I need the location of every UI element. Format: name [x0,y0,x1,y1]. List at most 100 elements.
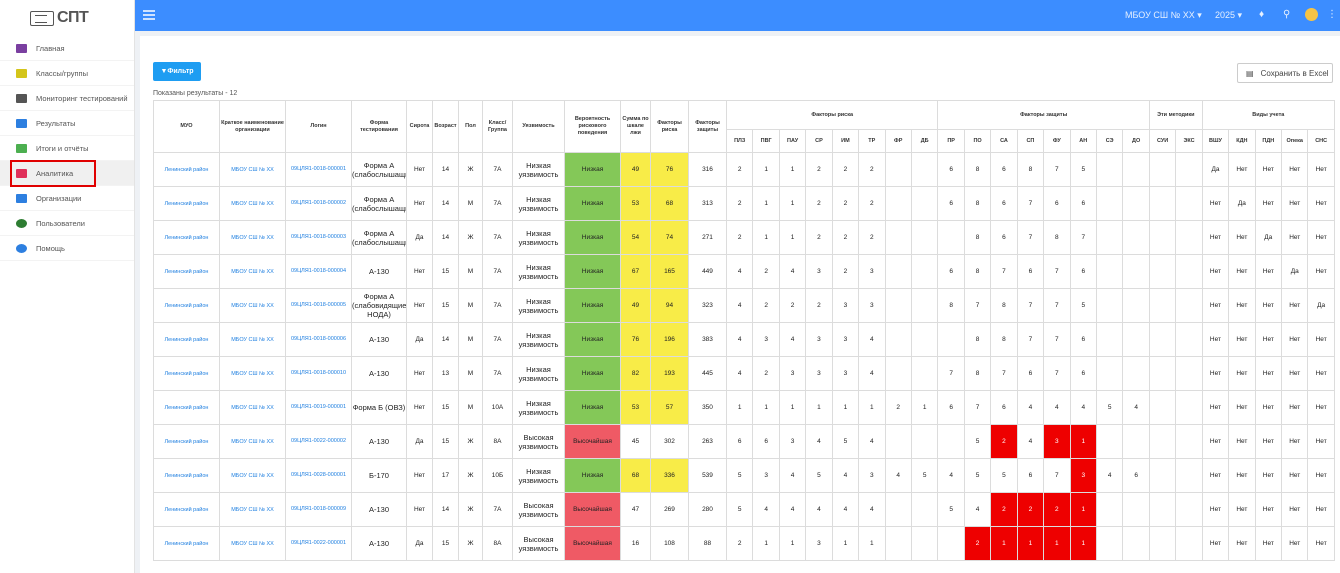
cell-muo[interactable]: Ленинский район [153,288,220,323]
header-orphan[interactable]: Сирота [406,100,433,153]
cell-login[interactable]: 09ЦЛЯ1-0018-000010 [285,356,352,391]
sidebar-item-graduation-cap[interactable]: Классы/группы [0,61,134,86]
cell-muo[interactable]: Ленинский район [153,186,220,221]
table-row[interactable]: Ленинский район МБОУ СШ № XX 09ЦЛЯ1-0018-0… [153,356,1335,391]
header-protection-col[interactable]: СП [1016,129,1045,153]
header-risk-factors-total[interactable]: Факторы риска [650,100,689,153]
cell-login[interactable]: 09ЦЛЯ1-0018-000004 [285,254,352,289]
cell-login[interactable]: 09ЦЛЯ1-0028-000001 [285,458,352,493]
cell-org[interactable]: МБОУ СШ № XX [219,220,286,255]
cell-muo[interactable]: Ленинский район [153,390,220,425]
header-registration-col[interactable]: ПДН [1254,129,1283,153]
sidebar-item-home[interactable]: Главная [0,36,134,61]
sidebar-item-user[interactable]: Пользователи [0,211,134,236]
cell-org[interactable]: МБОУ СШ № XX [219,152,286,187]
menu-icon[interactable] [143,10,155,20]
header-lie-sum[interactable]: Сумма по шкале лжи [620,100,651,153]
cell-muo[interactable]: Ленинский район [153,322,220,357]
header-class[interactable]: Класс/ Группа [482,100,513,153]
header-protection-col[interactable]: СЭ [1095,129,1124,153]
cell-login[interactable]: 09ЦЛЯ1-0022-000001 [285,526,352,561]
header-group-protection[interactable]: Факторы защиты [937,100,1150,130]
cell-org[interactable]: МБОУ СШ № XX [219,492,286,527]
sidebar-item-document[interactable]: Результаты [0,111,134,136]
save-excel-button[interactable]: ▤ Сохранить в Excel [1237,63,1333,83]
header-sex[interactable]: Пол [458,100,483,153]
cell-muo[interactable]: Ленинский район [153,356,220,391]
header-protection-col[interactable]: АН [1069,129,1097,153]
table-row[interactable]: Ленинский район МБОУ СШ № XX 09ЦЛЯ1-0018-0… [153,254,1335,289]
cell-login[interactable]: 09ЦЛЯ1-0018-000006 [285,322,352,357]
results-table-container[interactable]: МУО Краткое наименование организации Логин… [153,100,1340,561]
table-row[interactable]: Ленинский район МБОУ СШ № XX 09ЦЛЯ1-0022-0… [153,424,1335,459]
sidebar-item-help[interactable]: Помощь [0,236,134,261]
header-age[interactable]: Возраст [432,100,459,153]
header-risk-col[interactable]: ПЛЗ [725,129,754,153]
school-selector[interactable]: МБОУ СШ № XX ▾ [1125,10,1202,21]
cell-login[interactable]: 09ЦЛЯ1-0018-000001 [285,152,352,187]
header-muo[interactable]: МУО [153,100,220,153]
header-protection-col[interactable]: ПР [937,129,965,153]
filter-button[interactable]: ▼ Фильтр [153,62,201,81]
cell-org[interactable]: МБОУ СШ № XX [219,288,286,323]
cell-muo[interactable]: Ленинский район [153,254,220,289]
cell-org[interactable]: МБОУ СШ № XX [219,254,286,289]
cell-muo[interactable]: Ленинский район [153,492,220,527]
sidebar-item-report[interactable]: Итоги и отчёты [0,136,134,161]
header-registration-col[interactable]: СНС [1307,129,1335,153]
table-row[interactable]: Ленинский район МБОУ СШ № XX 09ЦЛЯ1-0018-0… [153,322,1335,357]
table-row[interactable]: Ленинский район МБОУ СШ № XX 09ЦЛЯ1-0028-0… [153,458,1335,493]
cell-org[interactable]: МБОУ СШ № XX [219,356,286,391]
cell-login[interactable]: 09ЦЛЯ1-0022-000002 [285,424,352,459]
header-login[interactable]: Логин [285,100,352,153]
avatar[interactable] [1305,8,1318,21]
header-protection-factors-total[interactable]: Факторы защиты [688,100,727,153]
header-group-registration[interactable]: Виды учета [1201,100,1335,130]
header-risk-col[interactable]: ФР [884,129,912,153]
cell-org[interactable]: МБОУ СШ № XX [219,424,286,459]
table-row[interactable]: Ленинский район МБОУ СШ № XX 09ЦЛЯ1-0018-0… [153,220,1335,255]
table-row[interactable]: Ленинский район МБОУ СШ № XX 09ЦЛЯ1-0022-0… [153,526,1335,561]
header-risk-col[interactable]: СР [805,129,833,153]
header-org[interactable]: Краткое наименование организации [219,100,286,153]
header-group-methods[interactable]: Эти методики [1148,100,1203,130]
cell-login[interactable]: 09ЦЛЯ1-0018-000003 [285,220,352,255]
table-row[interactable]: Ленинский район МБОУ СШ № XX 09ЦЛЯ1-0018-0… [153,152,1335,187]
cell-login[interactable]: 09ЦЛЯ1-0018-000005 [285,288,352,323]
more-vertical-icon[interactable]: ⋮ [1327,9,1337,20]
header-registration-col[interactable]: Опека [1281,129,1309,153]
cell-login[interactable]: 09ЦЛЯ1-0018-000002 [285,186,352,221]
logo[interactable]: СПТ [0,0,134,36]
sidebar-item-briefcase[interactable]: Организации [0,186,134,211]
cell-org[interactable]: МБОУ СШ № XX [219,458,286,493]
header-registration-col[interactable]: ВШУ [1201,129,1230,153]
header-vulnerability[interactable]: Уязвимость [512,100,565,153]
header-probability[interactable]: Вероятность рискового поведения [564,100,621,153]
table-row[interactable]: Ленинский район МБОУ СШ № XX 09ЦЛЯ1-0018-0… [153,492,1335,527]
header-protection-col[interactable]: ФУ [1043,129,1071,153]
header-risk-col[interactable]: ТР [858,129,886,153]
header-protection-col[interactable]: СА [990,129,1018,153]
cell-muo[interactable]: Ленинский район [153,526,220,561]
header-group-risk[interactable]: Факторы риска [725,100,939,130]
cell-org[interactable]: МБОУ СШ № XX [219,186,286,221]
cell-org[interactable]: МБОУ СШ № XX [219,322,286,357]
header-method-col[interactable]: ЭКС [1175,129,1203,153]
year-selector[interactable]: 2025 ▾ [1215,10,1242,21]
table-row[interactable]: Ленинский район МБОУ СШ № XX 09ЦЛЯ1-0018-0… [153,288,1335,323]
cell-muo[interactable]: Ленинский район [153,220,220,255]
header-form[interactable]: Форма тестирования [351,100,407,153]
table-row[interactable]: Ленинский район МБОУ СШ № XX 09ЦЛЯ1-0018-0… [153,186,1335,221]
sidebar-item-laptop[interactable]: Мониторинг тестирований [0,86,134,111]
header-protection-col[interactable]: ДО [1122,129,1150,153]
header-risk-col[interactable]: ДБ [910,129,939,153]
header-risk-col[interactable]: ИМ [831,129,860,153]
search-icon[interactable]: ⚲ [1283,9,1291,20]
cell-muo[interactable]: Ленинский район [153,458,220,493]
header-registration-col[interactable]: КДН [1228,129,1256,153]
header-risk-col[interactable]: ПВГ [752,129,780,153]
cell-login[interactable]: 09ЦЛЯ1-0019-000001 [285,390,352,425]
cell-org[interactable]: МБОУ СШ № XX [219,390,286,425]
cell-login[interactable]: 09ЦЛЯ1-0018-000009 [285,492,352,527]
cell-muo[interactable]: Ленинский район [153,152,220,187]
